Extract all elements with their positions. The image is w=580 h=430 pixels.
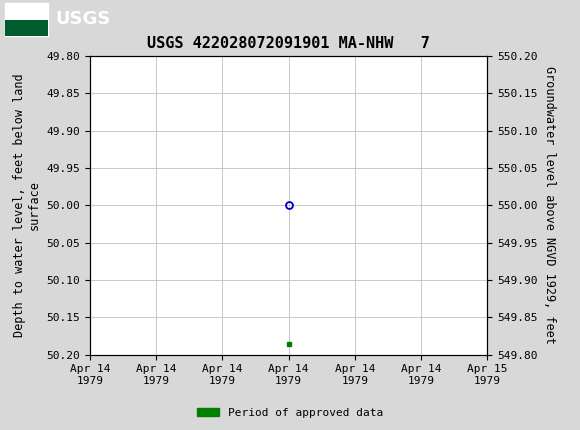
Title: USGS 422028072091901 MA-NHW   7: USGS 422028072091901 MA-NHW 7 xyxy=(147,36,430,51)
Y-axis label: Depth to water level, feet below land
surface: Depth to water level, feet below land su… xyxy=(13,74,41,337)
Y-axis label: Groundwater level above NGVD 1929, feet: Groundwater level above NGVD 1929, feet xyxy=(543,66,556,344)
Legend: Period of approved data: Period of approved data xyxy=(193,403,387,422)
FancyBboxPatch shape xyxy=(5,3,48,36)
FancyBboxPatch shape xyxy=(5,20,48,36)
Text: USGS: USGS xyxy=(55,9,110,28)
